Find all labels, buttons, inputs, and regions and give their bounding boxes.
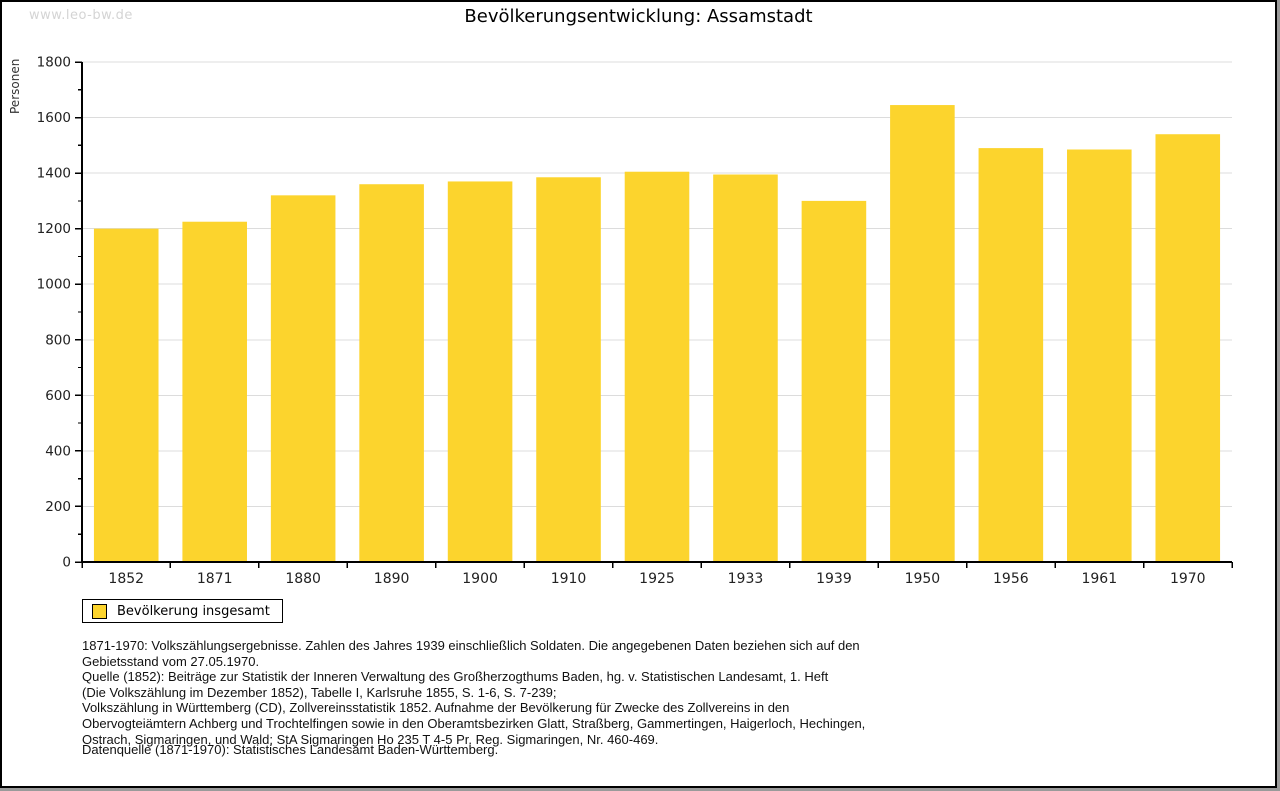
svg-text:1400: 1400: [37, 166, 71, 182]
x-tick-label: 1956: [993, 571, 1029, 587]
x-tick-label: 1910: [551, 571, 587, 587]
x-tick-label: 1871: [197, 571, 233, 587]
note-line: (Die Volkszählung im Dezember 1852), Tab…: [82, 684, 557, 700]
x-tick-label: 1852: [108, 571, 144, 587]
legend-label: Bevölkerung insgesamt: [117, 603, 270, 619]
svg-text:0: 0: [62, 555, 71, 571]
bar-1880: [270, 195, 336, 563]
bar-1950: [890, 105, 955, 563]
bar-1961: [1067, 149, 1132, 562]
bar-chart: 0 200 400 600 800 1000 1200 1400 1600 1800 1852 187…: [37, 55, 1233, 587]
note-line: Quelle (1852): Beiträge zur Statistik de…: [82, 669, 829, 685]
bar-1852: [93, 228, 159, 562]
note-line: Obervogteiämtern Achberg und Trochtelfin…: [82, 715, 866, 731]
bar-1939: [801, 200, 867, 562]
bar-1933: [713, 174, 778, 562]
x-tick-label: 1925: [639, 571, 675, 587]
x-tick-label: 1970: [1170, 571, 1206, 587]
svg-text:600: 600: [45, 388, 71, 404]
x-tick-label: 1933: [728, 571, 764, 587]
svg-text:1000: 1000: [37, 277, 71, 293]
bar-1970: [1155, 134, 1221, 562]
note-line: Volkszählung in Württemberg (CD), Zollve…: [82, 700, 790, 716]
bar-1890: [359, 184, 424, 562]
source-notes: 1871-1970: Volkszählungsergebnisse. Zahl…: [82, 638, 912, 747]
x-tick-label: 1939: [816, 571, 852, 587]
svg-text:1600: 1600: [37, 110, 71, 126]
chart-title: Bevölkerungsentwicklung: Assamstadt: [464, 6, 813, 27]
svg-text:800: 800: [45, 332, 71, 348]
x-tick-label: 1900: [462, 571, 498, 587]
note-line: 1871-1970: Volkszählungsergebnisse. Zahl…: [82, 638, 860, 653]
watermark: www.leo-bw.de: [29, 8, 133, 23]
svg-text:1200: 1200: [37, 221, 71, 237]
legend: Bevölkerung insgesamt: [82, 599, 283, 623]
bar-1956: [978, 148, 1044, 562]
svg-text:200: 200: [45, 499, 71, 515]
legend-swatch: [92, 603, 107, 619]
bar-1900: [447, 181, 513, 562]
bar-1871: [182, 221, 247, 562]
bar-1925: [624, 171, 690, 562]
note-line: Gebietsstand vom 27.05.1970.: [82, 653, 260, 669]
svg-text:1800: 1800: [37, 55, 71, 71]
note-line: Ostrach, Sigmaringen, und Wald; StA Sigm…: [82, 731, 659, 747]
datasource-note: Datenquelle (1871-1970): Statistisches L…: [82, 742, 499, 757]
x-tick-label: 1890: [374, 571, 410, 587]
x-tick-label: 1880: [285, 571, 321, 587]
x-tick-label: 1950: [905, 571, 941, 587]
x-tick-label: 1961: [1081, 571, 1117, 587]
bar-1910: [536, 177, 601, 562]
svg-text:400: 400: [45, 443, 71, 459]
